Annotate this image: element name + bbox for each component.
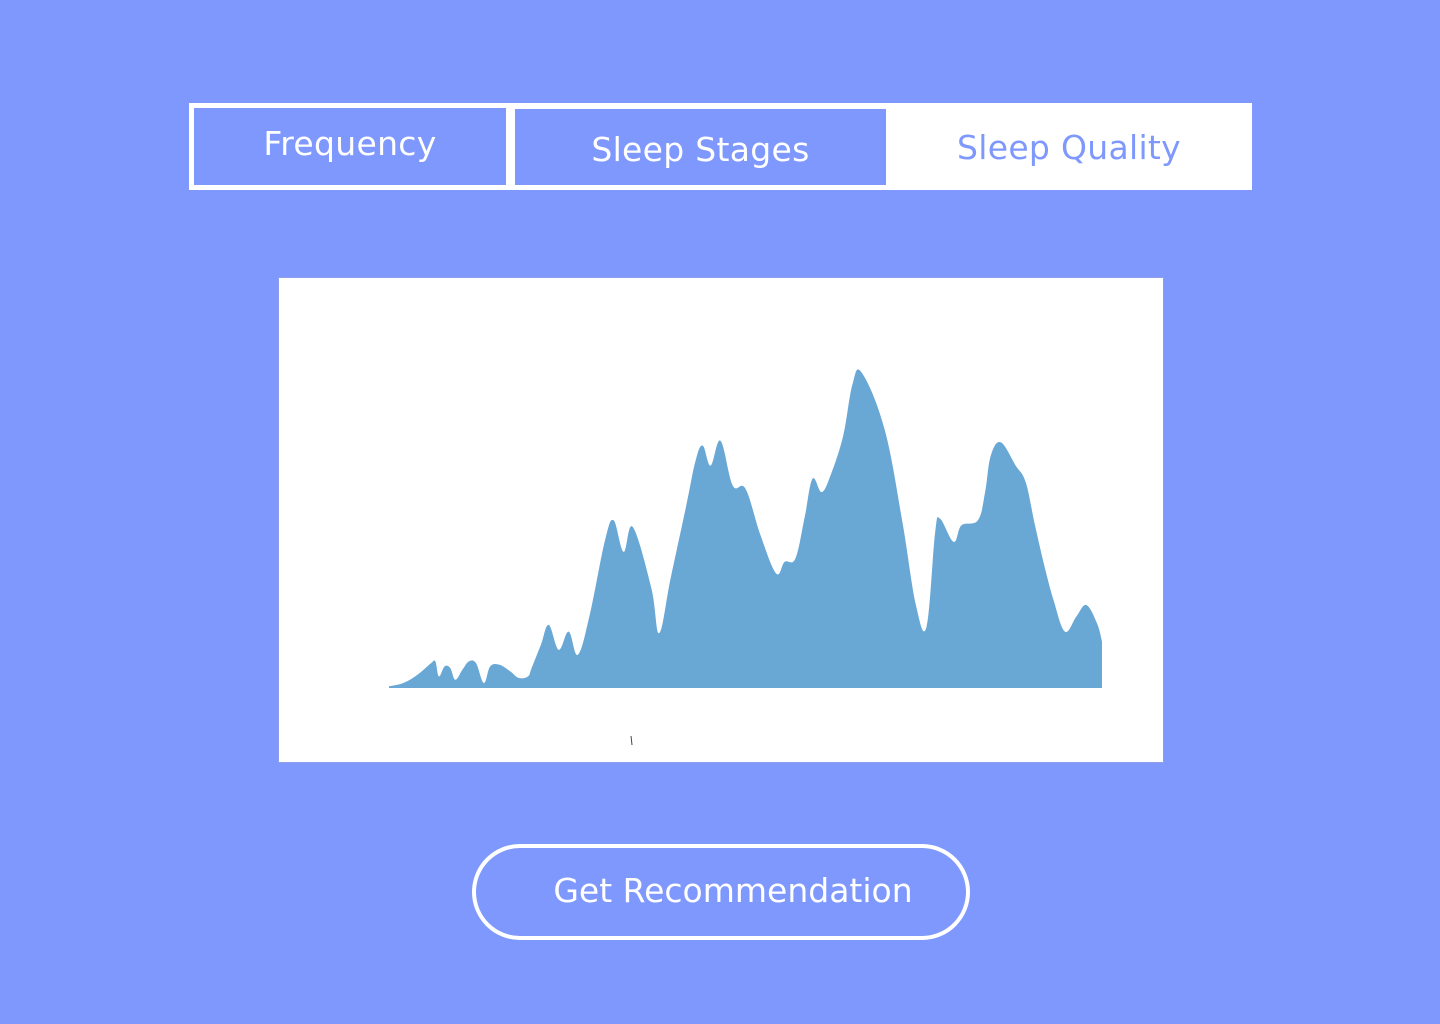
sleep-quality-area <box>389 369 1102 688</box>
tab-sleep-stages-label: Sleep Stages <box>591 129 810 169</box>
tab-sleep-stages[interactable]: Sleep Stages <box>515 109 886 185</box>
get-recommendation-label: Get Recommendation <box>553 870 913 910</box>
x-axis-tick <box>630 735 633 746</box>
tab-frequency-label: Frequency <box>263 124 437 163</box>
tab-frequency[interactable]: Frequency <box>194 108 506 185</box>
get-recommendation-button[interactable]: Get Recommendation <box>472 844 970 940</box>
sleep-quality-chart <box>389 369 1102 746</box>
tab-sleep-quality-label: Sleep Quality <box>957 128 1181 167</box>
view-tabs: Frequency Sleep Stages Sleep Quality <box>189 103 1252 190</box>
tab-sleep-quality[interactable]: Sleep Quality <box>886 103 1252 190</box>
chart-panel <box>278 277 1164 763</box>
